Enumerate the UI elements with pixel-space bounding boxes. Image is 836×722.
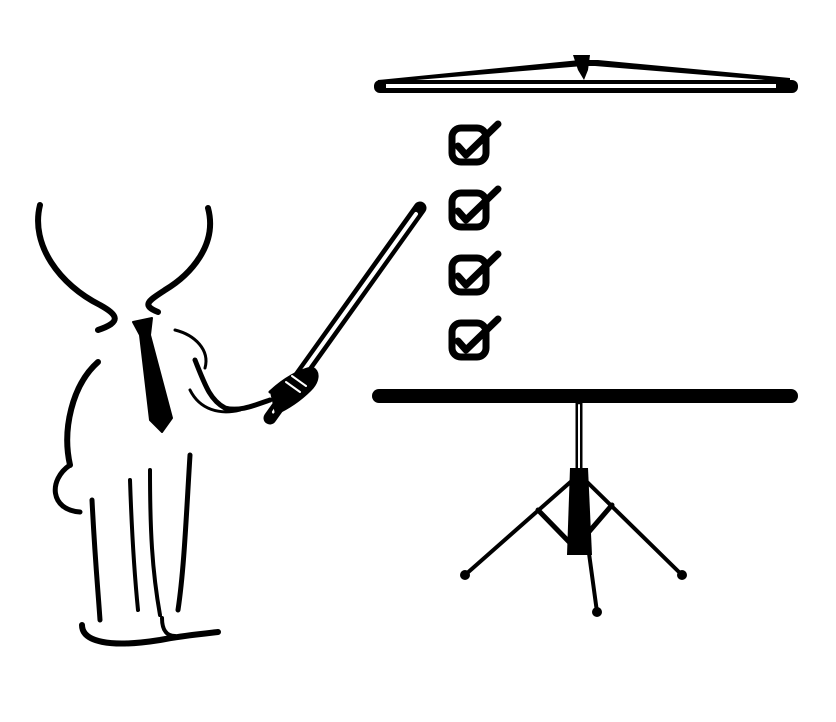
checked-checkbox-icon bbox=[448, 319, 490, 361]
checklist-item-3 bbox=[448, 250, 502, 296]
checklist-item-4 bbox=[448, 315, 502, 361]
checked-checkbox-icon bbox=[448, 189, 490, 231]
screen-bottom-bar bbox=[372, 389, 798, 403]
tripod-stand-icon bbox=[460, 399, 687, 617]
checked-checkbox-icon bbox=[448, 254, 490, 296]
checklist-item-2 bbox=[448, 185, 502, 231]
stick-figure-icon bbox=[35, 202, 319, 647]
checked-checkbox-icon bbox=[448, 124, 490, 166]
checklist-item-1 bbox=[448, 120, 502, 166]
checklist bbox=[448, 120, 502, 361]
screen-top-bar bbox=[374, 55, 798, 93]
